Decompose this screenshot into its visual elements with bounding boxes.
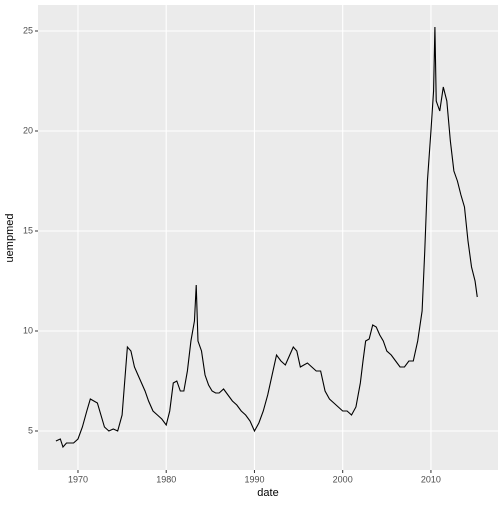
x-tick-label: 2010	[421, 474, 441, 484]
x-tick-label: 1970	[68, 474, 88, 484]
x-tick-label: 1980	[156, 474, 176, 484]
y-tick-label: 25	[23, 25, 33, 35]
x-tick-label: 1990	[244, 474, 264, 484]
y-axis-title: uempmed	[4, 214, 16, 263]
x-tick-label: 2000	[333, 474, 353, 484]
y-tick-label: 5	[28, 425, 33, 435]
x-axis-title: date	[257, 487, 278, 499]
y-tick-label: 15	[23, 225, 33, 235]
panel	[38, 5, 498, 470]
y-tick-label: 10	[23, 325, 33, 335]
data-line	[55, 26, 478, 449]
y-tick-label: 20	[23, 125, 33, 135]
